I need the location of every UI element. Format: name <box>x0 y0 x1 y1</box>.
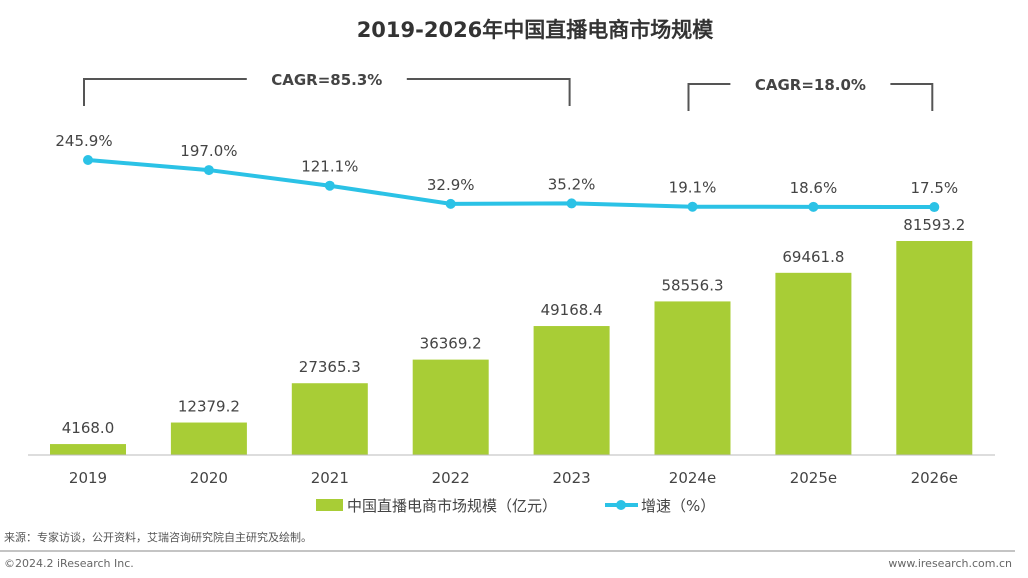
bar-data-label: 4168.0 <box>62 419 115 437</box>
bar <box>412 359 489 455</box>
growth-point <box>566 198 577 209</box>
growth-data-label: 32.9% <box>427 176 475 194</box>
legend-bar-label: 中国直播电商市场规模（亿元） <box>347 497 557 515</box>
cagr-bracket <box>687 83 934 111</box>
bar-data-label: 49168.4 <box>541 301 603 319</box>
growth-data-label: 17.5% <box>910 179 958 197</box>
bar <box>291 383 368 455</box>
growth-point <box>445 198 456 209</box>
x-tick-label: 2022 <box>432 469 470 487</box>
growth-point <box>203 165 214 176</box>
chart-title: 2019-2026年中国直播电商市场规模 <box>357 18 715 42</box>
x-tick-label: 2019 <box>69 469 107 487</box>
growth-data-label: 19.1% <box>669 179 717 197</box>
bar <box>896 241 973 455</box>
bar <box>50 444 126 455</box>
growth-data-label: 35.2% <box>548 175 596 193</box>
bar <box>170 422 247 455</box>
cagr-label: CAGR=85.3% <box>271 71 382 89</box>
bar <box>775 272 852 455</box>
legend-bar-swatch <box>316 499 343 511</box>
legend-line-label: 增速（%） <box>641 497 715 515</box>
growth-point <box>324 180 335 191</box>
growth-point <box>808 201 819 212</box>
legend: 中国直播电商市场规模（亿元） 增速（%） <box>316 497 715 515</box>
x-tick-label: 2021 <box>311 469 349 487</box>
bar-data-label: 12379.2 <box>178 398 240 416</box>
growth-point <box>83 155 93 165</box>
x-tick-label: 2020 <box>190 469 228 487</box>
growth-line <box>87 158 935 210</box>
source-note: 来源：专家访谈，公开资料，艾瑞咨询研究院自主研究及绘制。 <box>4 530 312 544</box>
growth-data-label: 18.6% <box>790 179 838 197</box>
growth-data-label: 121.1% <box>301 158 358 176</box>
copyright: ©2024.2 iResearch Inc. <box>4 557 134 570</box>
bar-data-label: 81593.2 <box>903 216 965 234</box>
growth-data-label: 197.0% <box>180 142 237 160</box>
bar-data-label: 69461.8 <box>782 248 844 266</box>
bar <box>533 326 610 455</box>
legend-line-marker <box>616 500 626 510</box>
x-tick-label: 2026e <box>911 469 958 487</box>
bar <box>654 301 731 455</box>
growth-data-label: 245.9% <box>55 132 112 150</box>
cagr-bracket <box>83 78 571 106</box>
website[interactable]: www.iresearch.com.cn <box>888 557 1012 570</box>
bar-data-label: 36369.2 <box>420 335 482 353</box>
bar-data-label: 27365.3 <box>299 358 361 376</box>
growth-point <box>929 202 940 213</box>
x-tick-label: 2023 <box>553 469 591 487</box>
cagr-label: CAGR=18.0% <box>755 76 866 94</box>
growth-point <box>687 201 698 212</box>
x-tick-label: 2024e <box>669 469 716 487</box>
bar-data-label: 58556.3 <box>661 276 723 294</box>
x-tick-label: 2025e <box>790 469 837 487</box>
